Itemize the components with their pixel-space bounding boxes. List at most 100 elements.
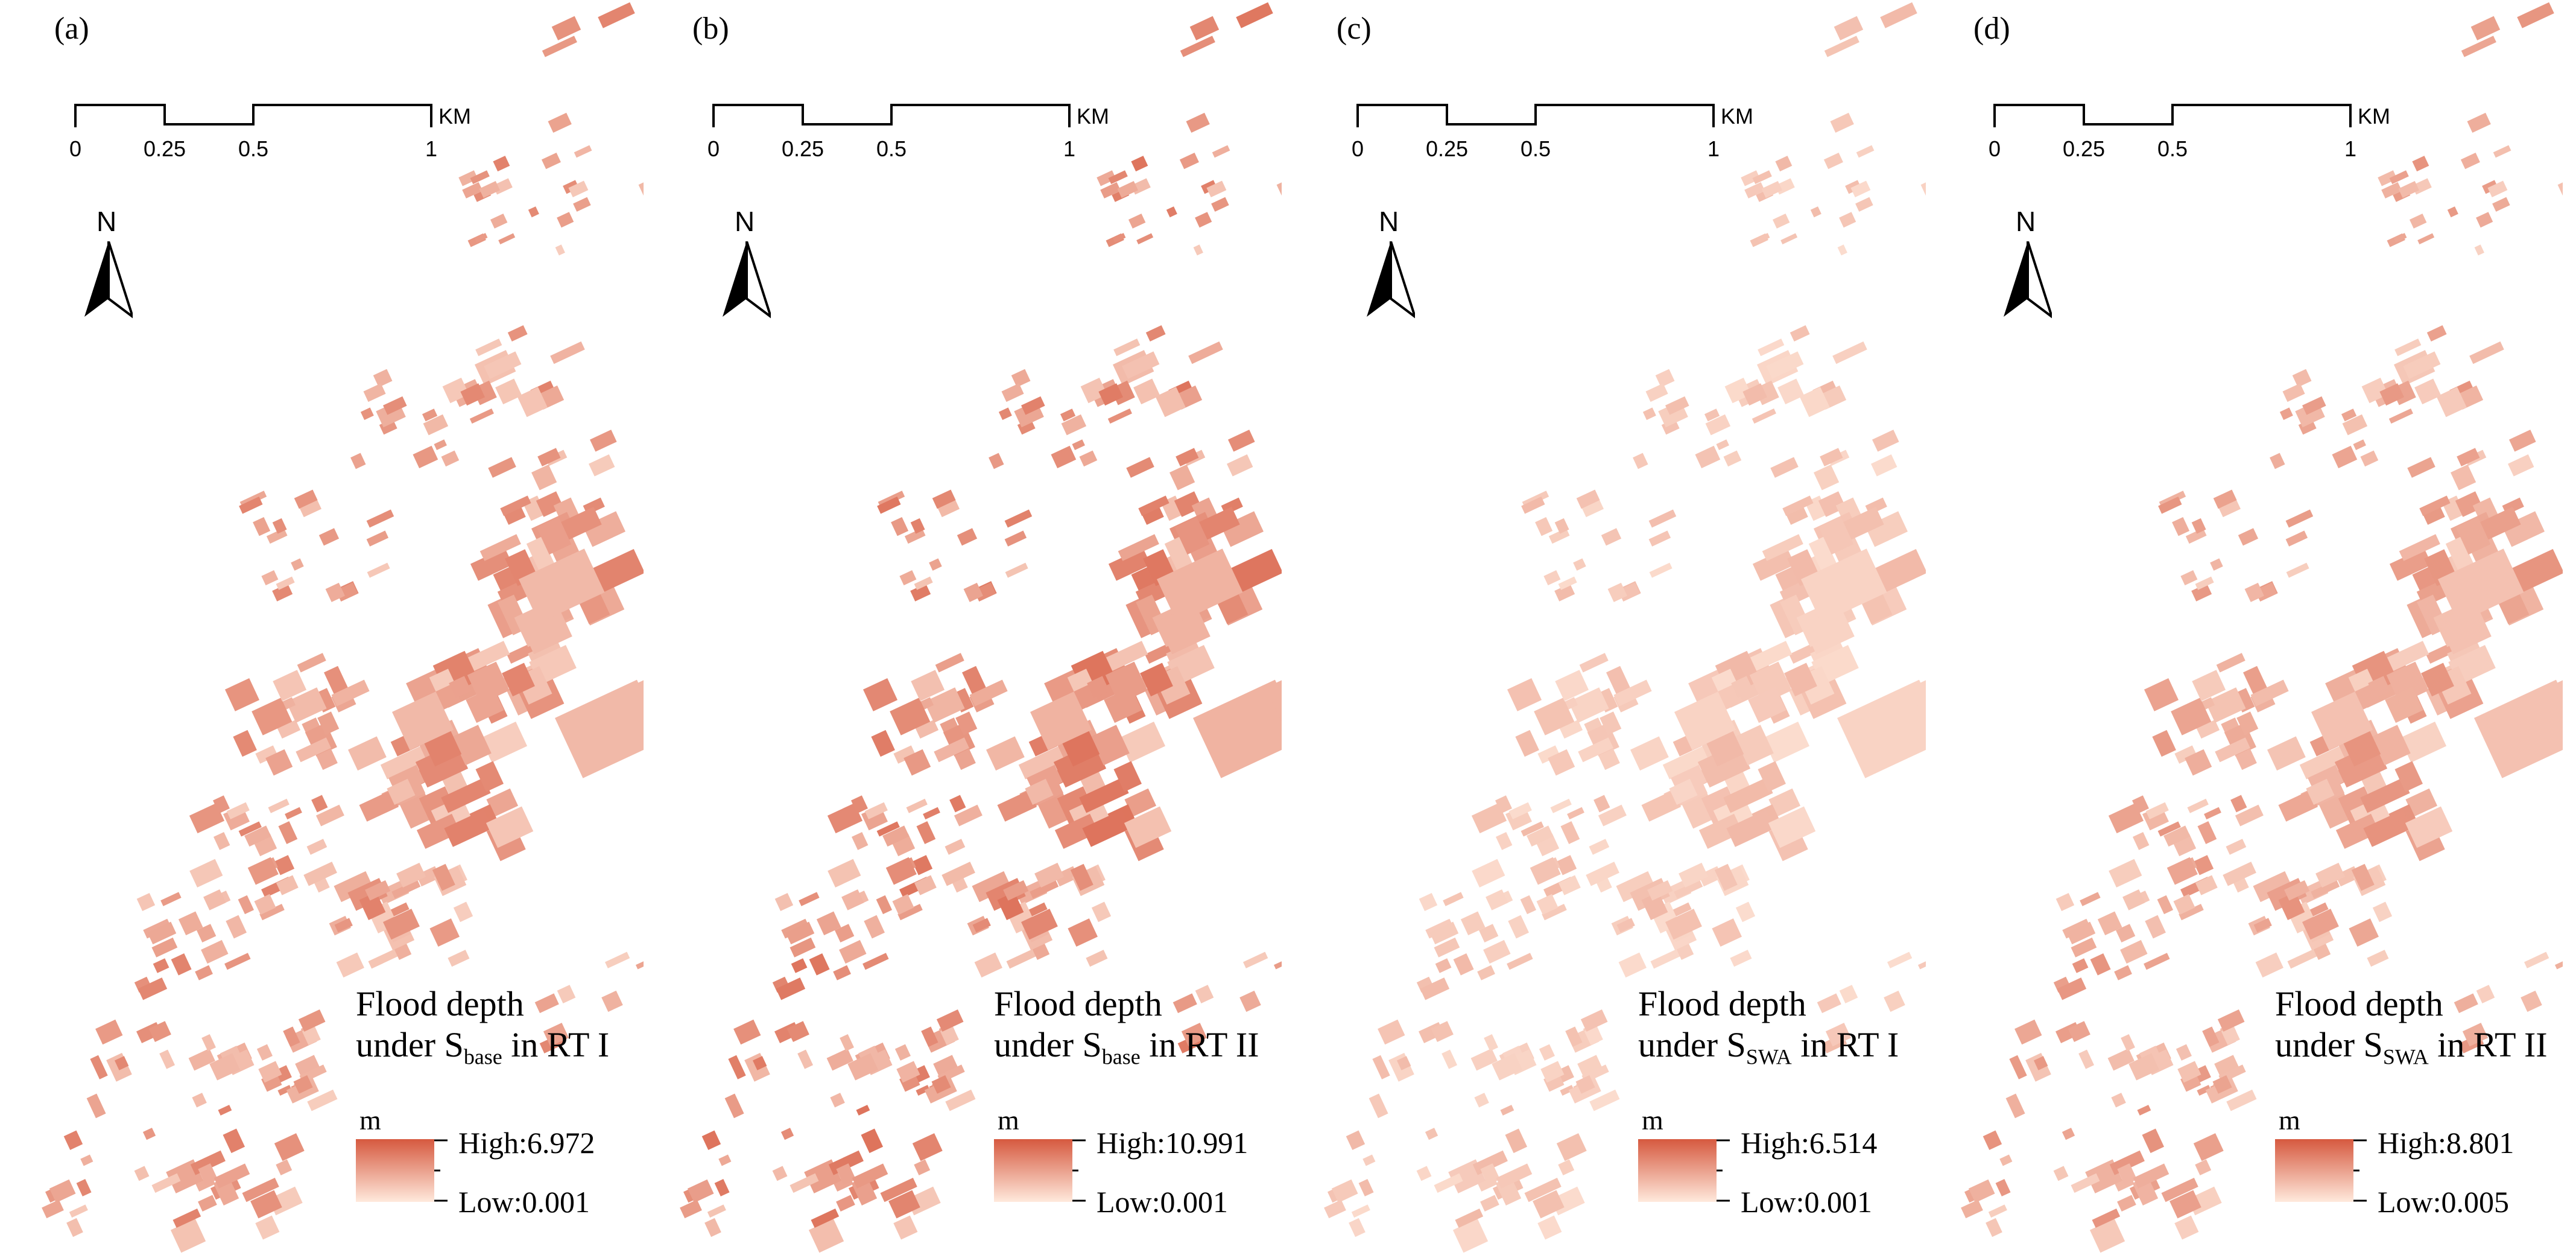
flooded-building [2554, 956, 2563, 970]
flooded-building [2197, 821, 2217, 844]
flooded-building [701, 1130, 721, 1150]
flooded-building [1601, 528, 1622, 546]
flooded-building [808, 1218, 844, 1253]
flooded-building [86, 1093, 106, 1119]
flooded-building [325, 582, 345, 602]
flooded-building [2405, 806, 2453, 848]
flooded-building [252, 697, 293, 735]
flooded-building [1030, 691, 1092, 751]
flooded-building [479, 534, 521, 561]
flooded-building [2476, 212, 2493, 228]
flooded-building [2502, 511, 2545, 547]
flooded-building [490, 213, 508, 229]
flooded-building [442, 377, 469, 404]
flooded-building [1018, 743, 1071, 780]
flooded-building [2342, 414, 2368, 436]
flooded-building [238, 821, 262, 837]
legend-title-prefix: under S [2275, 1025, 2383, 1064]
north-label: N [735, 206, 755, 237]
flooded-building [233, 729, 257, 757]
flooded-building [172, 1208, 201, 1228]
legend-title-line1: Flood depth [2275, 984, 2443, 1023]
flooded-building [2286, 562, 2309, 578]
legend: Flood depth under Sbase in RT I m High:6… [356, 983, 639, 1219]
flooded-building [250, 1190, 282, 1219]
scale-bar-graphic [74, 104, 432, 127]
flooded-building [223, 1128, 245, 1154]
flooded-building [261, 570, 279, 586]
legend-title-line1: Flood depth [356, 984, 524, 1023]
flooded-building [2436, 387, 2467, 418]
flooded-building [475, 761, 504, 792]
flooded-building [474, 233, 488, 243]
flooded-building [479, 180, 500, 199]
flooded-building [462, 182, 483, 199]
flooded-building [997, 892, 1024, 920]
flooded-building [704, 1218, 721, 1237]
flooded-building [2133, 831, 2150, 850]
legend-unit: m [998, 1105, 1019, 1136]
flooded-building [278, 821, 298, 844]
flooded-building [466, 687, 504, 723]
north-label: N [1379, 206, 1399, 237]
flooded-building [1576, 489, 1600, 509]
flooded-building [934, 737, 969, 763]
legend-high: High:6.972 [458, 1126, 595, 1160]
flooded-building [2360, 450, 2379, 467]
flooded-building [2107, 1048, 2135, 1071]
flooded-building [2152, 729, 2176, 757]
flooded-building [799, 892, 820, 906]
flooded-building [2185, 528, 2207, 544]
flooded-building [1242, 951, 1268, 968]
scale-tick: 0.25 [2062, 136, 2106, 161]
flooded-building [1416, 1166, 1432, 1181]
flooded-building [2438, 548, 2524, 623]
flooded-building [2421, 662, 2454, 697]
flooded-building [954, 748, 976, 770]
flooded-building [786, 1021, 809, 1043]
flooded-building [1565, 1026, 1583, 1047]
flooded-building [1824, 36, 1859, 57]
flooded-building [1051, 445, 1077, 469]
legend-title-prefix: under S [994, 1025, 1102, 1064]
flooded-building [1823, 153, 1843, 170]
flooded-building [1649, 562, 1673, 578]
flooded-building [2014, 1019, 2042, 1045]
flooded-building [1730, 950, 1752, 967]
flooded-building [2193, 855, 2214, 875]
flooded-building [76, 1179, 92, 1196]
flooded-building [1434, 937, 1460, 958]
flooded-building [861, 1128, 884, 1154]
flooded-building [833, 965, 851, 980]
flooded-building [2285, 509, 2314, 528]
flooded-building [604, 951, 630, 968]
flooded-building [201, 1034, 216, 1052]
flooded-building [1560, 821, 1580, 844]
flooded-building [134, 1166, 150, 1181]
flooded-building [1186, 112, 1210, 133]
flooded-building [1782, 495, 1814, 516]
flooded-building [2414, 378, 2442, 405]
flooded-building [1145, 325, 1166, 342]
flooded-building [2157, 895, 2174, 915]
flooded-building [1126, 457, 1154, 478]
flooded-building [2255, 952, 2283, 978]
scale-tick: 0.5 [1520, 136, 1551, 161]
flooded-building [517, 387, 548, 418]
legend-title-subscript: SWA [2382, 1044, 2429, 1069]
flooded-building [2176, 1044, 2192, 1061]
flooded-building [2379, 383, 2404, 406]
flooded-building [2412, 156, 2429, 172]
flooded-building [1480, 1163, 1501, 1186]
flooded-building [1128, 213, 1146, 229]
flooded-building [334, 871, 373, 903]
scale-tick: 0.25 [143, 136, 186, 161]
flooded-building [2438, 603, 2492, 655]
flooded-building [2120, 939, 2148, 964]
flooded-building [214, 831, 230, 850]
flooded-building [242, 1177, 279, 1202]
flooded-building [213, 795, 230, 814]
flooded-building [1117, 180, 1138, 199]
flooded-building [903, 749, 931, 776]
flooded-building [2078, 1049, 2095, 1069]
